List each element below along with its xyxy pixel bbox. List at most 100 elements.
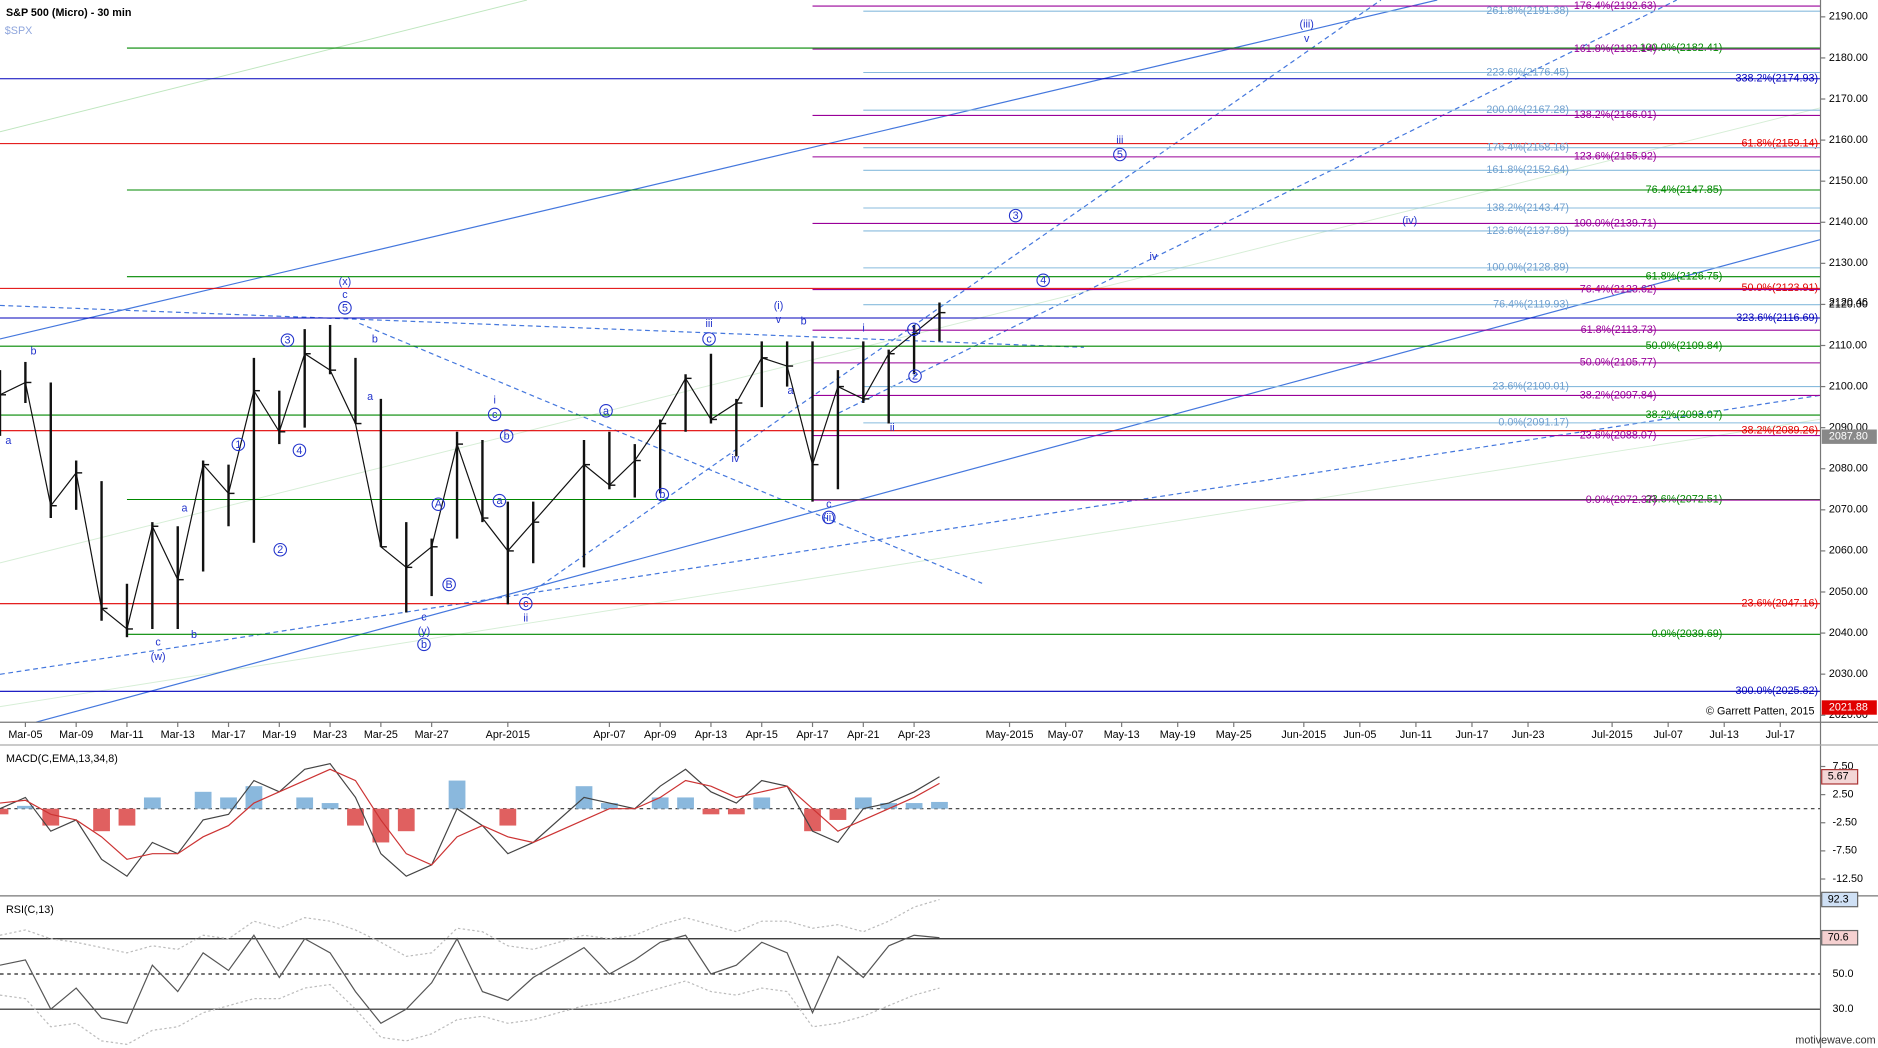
y-tick-label: -12.50: [1832, 873, 1863, 885]
x-tick-label: Apr-2015: [486, 729, 530, 741]
fib-label: 23.6%(2100.01): [1492, 380, 1569, 392]
wave-label: 3: [284, 335, 290, 347]
fib-label: 223.6%(2176.45): [1486, 66, 1569, 78]
histogram-bar: [905, 803, 923, 809]
x-tick-label: Apr-13: [695, 729, 727, 741]
x-tick-label: Apr-07: [593, 729, 625, 741]
y-tick-label: 2080.00: [1829, 463, 1868, 475]
wave-label: b: [31, 345, 37, 357]
faint-line: [0, 418, 1821, 708]
wave-label: a: [367, 391, 373, 403]
x-tick-label: Mar-19: [262, 729, 296, 741]
wave-label: A: [435, 499, 443, 511]
fib-label: 0.0%(2039.69): [1652, 628, 1723, 640]
copyright: © Garrett Patten, 2015: [1706, 705, 1814, 717]
x-tick-label: Apr-15: [746, 729, 778, 741]
y-tick-label: -2.50: [1832, 817, 1857, 829]
y-tick-label: 2170.00: [1829, 93, 1868, 105]
histogram-bar: [397, 808, 415, 832]
wave-label: 1: [911, 324, 917, 336]
y-tick-label: 2060.00: [1829, 545, 1868, 557]
fib-label: 76.4%(2147.85): [1646, 184, 1723, 196]
histogram-bar: [880, 803, 898, 809]
y-tick-label: 30.0: [1832, 1003, 1853, 1015]
y-tick-label: 2050.00: [1829, 586, 1868, 598]
fib-label: 76.4%(2123.62): [1580, 283, 1657, 295]
y-tick-label: 2190.00: [1829, 11, 1868, 23]
fib-label: 161.8%(2152.64): [1486, 164, 1569, 176]
fib-label: 300.0%(2025.82): [1736, 685, 1819, 697]
wave-circle: [907, 322, 921, 337]
y-tick-label: -7.50: [1832, 845, 1857, 857]
value-box: [1821, 769, 1859, 785]
wave-label: (x): [339, 276, 352, 288]
trend-line: [0, 0, 1438, 340]
levels: 176.4%(2192.63) 261.8%(2191.38) 100.0%(218…: [0, 0, 1821, 697]
histogram-bar: [245, 786, 263, 809]
histogram-bar: [17, 805, 34, 809]
wave-label: b: [801, 315, 807, 327]
histogram-bar: [753, 797, 771, 809]
wave-circle: [1113, 147, 1127, 162]
faint-line: [0, 0, 528, 133]
wave-label: c: [523, 598, 529, 610]
fib-label: 38.2%(2093.07): [1646, 409, 1723, 421]
wave-circle: [499, 429, 514, 443]
wave-circle: [273, 542, 288, 557]
x-tick-label: Jun-11: [1400, 729, 1432, 741]
wave-circle: [1036, 273, 1050, 288]
wave-label: i: [493, 394, 495, 406]
wave-label: 2: [277, 544, 283, 556]
x-tick-label: May-07: [1048, 729, 1084, 741]
price-marker: 2087.80: [1829, 431, 1868, 443]
fib-label: 50.0%(2123.91): [1741, 282, 1818, 294]
wave-label: iv: [1149, 251, 1157, 263]
fib-label: 61.8%(2113.73): [1581, 324, 1657, 336]
wave-circle: [702, 332, 716, 346]
fib-label: 323.6%(2116.69): [1736, 312, 1818, 324]
wave-label: 5: [342, 302, 348, 314]
wave-label: a: [181, 502, 187, 514]
x-tick-label: Mar-23: [313, 729, 347, 741]
wave-label: b: [659, 489, 665, 501]
fib-label: 123.6%(2137.89): [1486, 225, 1569, 237]
chart-title: S&P 500 (Micro) - 30 min: [6, 7, 131, 19]
wave-label: c: [706, 333, 712, 345]
wave-label: c: [342, 289, 348, 301]
wave-circle: [487, 407, 502, 422]
x-tick-label: Mar-17: [211, 729, 245, 741]
wave-label: (ii): [823, 512, 835, 524]
wave-label: c: [421, 611, 427, 623]
histogram-bar: [321, 803, 339, 809]
x-tick-label: May-25: [1216, 729, 1252, 741]
wave-circle: [431, 497, 446, 512]
x-tick-label: Jun-23: [1512, 729, 1545, 741]
wave-label: i: [862, 323, 864, 335]
y-tick-label: 2040.00: [1829, 627, 1868, 639]
histogram-bar: [601, 803, 618, 809]
x-tick-label: Apr-21: [847, 729, 879, 741]
fib-label: 200.0%(2167.28): [1486, 104, 1569, 116]
channel-line: [526, 0, 1382, 596]
wave-circle: [292, 443, 307, 458]
y-tick-label: 2070.00: [1829, 504, 1868, 516]
wave-circle: [519, 596, 533, 611]
wave-circle: [417, 637, 431, 652]
y-tick-label: 2130.00: [1829, 257, 1868, 269]
wave-circle: [338, 301, 352, 315]
y-tick-label: 2160.00: [1829, 134, 1868, 146]
x-tick-label: Mar-09: [59, 729, 93, 741]
wave-label: a: [496, 495, 502, 507]
wave-label: b: [191, 629, 197, 641]
value-label: 70.6: [1828, 932, 1849, 944]
wave-label: a: [603, 405, 609, 417]
y-tick-label: 2100.00: [1829, 380, 1868, 392]
wave-label: ii: [890, 422, 895, 434]
wave-label: c: [492, 409, 498, 421]
wave-circle: [442, 577, 456, 592]
wave-label: a: [787, 385, 793, 397]
fib-label: 50.0%(2105.77): [1580, 357, 1657, 369]
trend-lines: [0, 0, 1821, 723]
wave-label: a: [5, 435, 11, 447]
